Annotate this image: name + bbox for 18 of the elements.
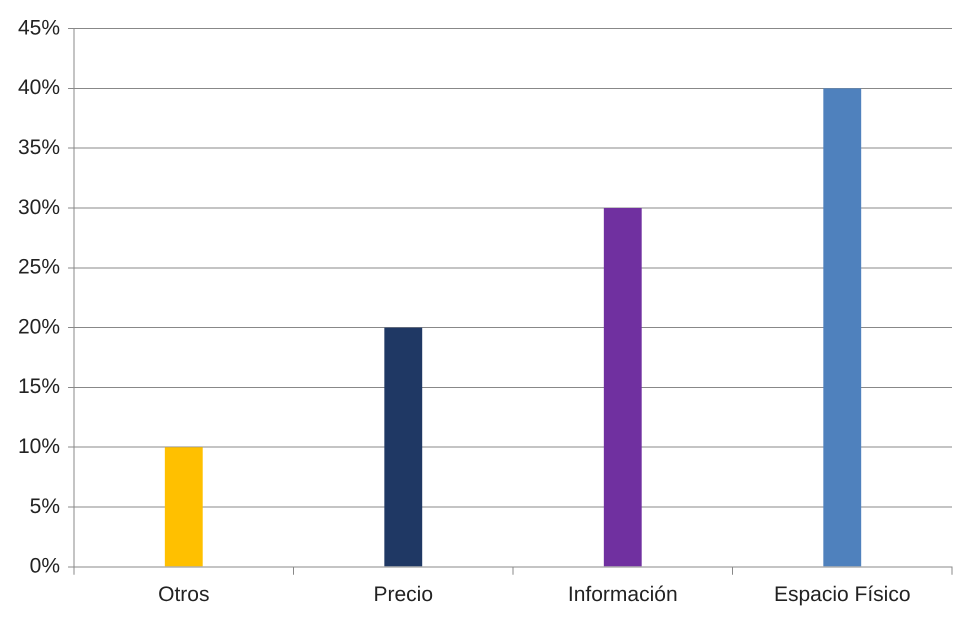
bar bbox=[604, 208, 642, 566]
y-tick-label: 35% bbox=[18, 136, 60, 159]
bar bbox=[164, 447, 203, 566]
y-tick-label: 15% bbox=[18, 375, 60, 398]
y-tick-label: 0% bbox=[30, 554, 60, 578]
y-tick-label: 25% bbox=[18, 256, 60, 279]
y-tick-label: 40% bbox=[18, 76, 60, 100]
y-tick-label: 20% bbox=[18, 315, 60, 338]
x-tick-label: Espacio Físico bbox=[774, 583, 911, 606]
y-tick-label: 45% bbox=[18, 16, 60, 40]
y-tick-label: 10% bbox=[18, 434, 60, 458]
y-tick-label: 30% bbox=[18, 196, 60, 219]
x-tick-label: Precio bbox=[374, 583, 434, 606]
y-tick-label: 5% bbox=[30, 494, 60, 518]
x-tick-label: Información bbox=[568, 583, 678, 606]
bar bbox=[384, 328, 422, 566]
x-tick-label: Otros bbox=[158, 583, 210, 606]
bar bbox=[823, 88, 862, 566]
